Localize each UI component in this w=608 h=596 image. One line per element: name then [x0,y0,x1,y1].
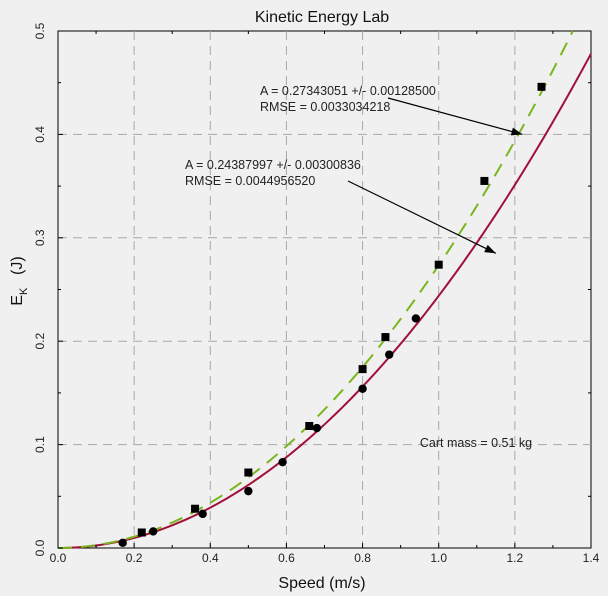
x-tick-label: 0.4 [202,551,219,565]
fit-annotation-line2: RMSE = 0.0044956520 [185,174,315,188]
plot-area [57,30,592,549]
fit-annotation-line1: A = 0.24387997 +/- 0.00300836 [185,158,361,172]
cart-mass-note: Cart mass = 0.51 kg [420,436,532,450]
fit-annotation-line2: RMSE = 0.0033034218 [260,100,390,114]
x-tick-label: 1.2 [507,551,524,565]
annotation-arrow [387,97,523,135]
data-point-circle [358,384,367,393]
data-point-circle [148,527,158,536]
fit-curve-1 [57,53,592,549]
data-point-square [244,468,253,477]
data-point-square [480,176,489,185]
data-point-square [358,365,367,374]
y-tick-label: 0.3 [33,229,47,246]
data-point-square [537,82,546,91]
y-tick-label: 0.5 [33,22,47,39]
data-point-circle [118,538,127,548]
data-point-square [381,333,390,342]
y-axis-label-main: E [9,295,26,306]
data-point-circle [312,423,322,433]
grid [58,31,591,548]
fit-curve-2 [57,30,574,549]
annotation-arrow [347,180,497,254]
y-axis-label-subscript: K [18,287,30,295]
chart-title: Kinetic Energy Lab [255,9,389,26]
x-tick-label: 1.4 [583,551,600,565]
fit-curves [57,30,592,549]
y-axis-label: E K (J) [9,256,30,305]
axis-ticks: 0.0 0.2 0.4 0.6 0.8 1.0 1.2 1.4 0.0 0.1 0.2 0.3 0.4 0… [33,22,600,565]
y-axis-label-unit: (J) [9,256,26,275]
data-markers [118,82,546,548]
y-tick-label: 0.4 [33,126,47,143]
data-point-circle [411,314,421,323]
fit-annotation-line1: A = 0.27343051 +/- 0.00128500 [260,84,436,98]
annotations: A = 0.27343051 +/- 0.00128500 RMSE = 0.00… [185,84,523,254]
data-point-square [305,421,314,430]
annotation-arrowhead [484,244,496,254]
x-tick-label: 0.6 [278,551,295,565]
data-point-circle [244,486,253,496]
annotation-arrowhead [510,127,523,136]
y-tick-label: 0.2 [33,333,47,350]
data-point-circle [278,457,287,467]
x-tick-label: 1.0 [430,551,447,565]
y-tick-label: 0.1 [33,436,47,453]
x-axis-label: Speed (m/s) [278,575,365,592]
data-point-square [191,504,200,513]
data-point-square [434,260,443,269]
data-point-circle [198,509,207,519]
data-point-circle [385,350,394,359]
y-tick-label: 0.0 [33,539,47,556]
x-tick-label: 0.8 [354,551,371,565]
x-tick-label: 0.2 [126,551,143,565]
data-point-square [137,528,146,537]
x-tick-label: 0.0 [50,551,67,565]
